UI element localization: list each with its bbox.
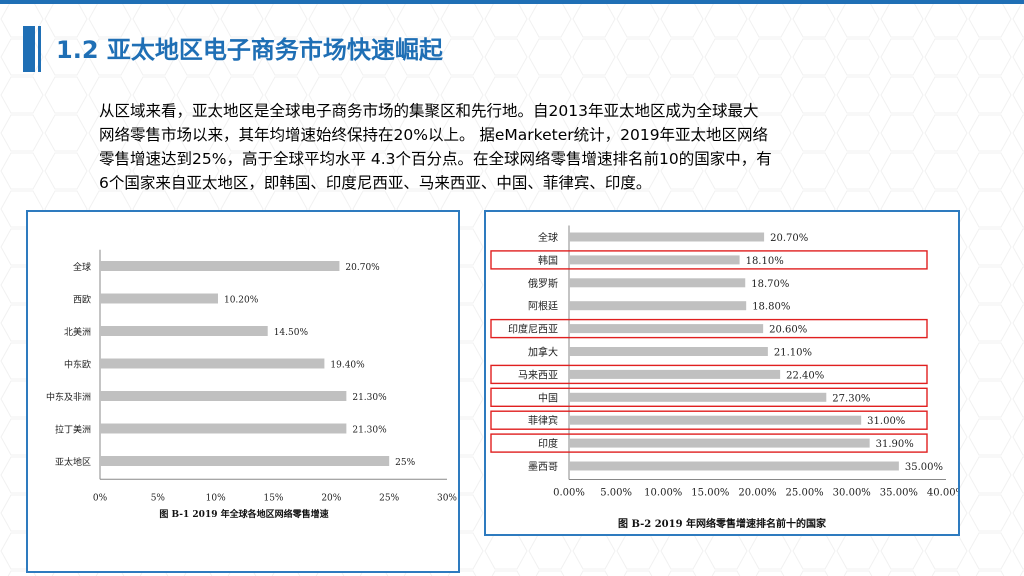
title-accent-line: [38, 26, 41, 72]
x-tick-label: 35.00%: [880, 487, 918, 498]
x-tick-label: 25.00%: [786, 487, 824, 498]
body-paragraph: 从区域来看，亚太地区是全球电子商务市场的集聚区和先行地。自2013年亚太地区成为…: [99, 99, 939, 195]
highlight-box: [490, 318, 928, 339]
x-tick-label: 0%: [93, 493, 108, 503]
paragraph-line: 6个国家来自亚太地区，即韩国、印度尼西亚、马来西亚、中国、菲律宾、印度。: [99, 174, 652, 192]
chart-panel-regions: 全球 20.70% 西欧 10.20% 北美洲 14.50% 中东欧 19.40% 中东及非洲 2…: [26, 210, 460, 573]
paragraph-line: 网络零售市场以来，其年均增速始终保持在20%以上。 据eMarketer统计，2…: [99, 126, 769, 144]
value-label: 18.10%: [746, 256, 784, 267]
category-label: 全球: [538, 231, 558, 244]
value-label: 18.80%: [752, 302, 790, 313]
category-label: 加拿大: [528, 346, 558, 359]
x-tick-label: 25%: [379, 493, 399, 503]
x-tick-label: 40.00%: [927, 487, 958, 498]
highlight-box: [490, 364, 928, 385]
chart-countries: 全球 20.70% 韩国 18.10% 俄罗斯 18.70% 阿根廷 18.80% 印度尼西亚 2…: [490, 225, 965, 530]
highlight-box: [490, 387, 928, 408]
value-label: 18.70%: [751, 279, 789, 290]
chart-title: 图 B-2 2019 年网络零售增速排名前十的国家: [618, 517, 827, 530]
value-label: 35.00%: [905, 462, 943, 473]
category-label: 马来西亚: [518, 369, 558, 381]
category-label: 印度尼西亚: [508, 323, 558, 336]
x-tick-label: 20.00%: [738, 487, 776, 498]
bar: [569, 278, 746, 288]
bar: [100, 423, 347, 434]
category-label: 俄罗斯: [528, 277, 558, 290]
category-label: 韩国: [538, 254, 558, 267]
category-label: 亚太地区: [55, 456, 91, 468]
paragraph-line: 零售增速达到25%，高于全球平均水平 4.3个百分点。在全球网络零售增速排名前1…: [99, 150, 772, 168]
page-title: 1.2 亚太地区电子商务市场快速崛起: [56, 36, 443, 64]
title-accent-block: [23, 26, 35, 72]
chart-title: 图 B-1 2019 年全球各地区网络零售增速: [159, 508, 328, 520]
value-label: 21.30%: [352, 393, 387, 403]
highlight-box: [490, 250, 928, 270]
value-label: 20.60%: [769, 325, 807, 336]
category-label: 阿根廷: [528, 300, 558, 313]
bar: [100, 391, 347, 401]
value-label: 10.20%: [224, 296, 259, 306]
chart-panel-countries: 全球 20.70% 韩国 18.10% 俄罗斯 18.70% 阿根廷 18.80% 印度尼西亚 2…: [484, 210, 965, 536]
bar: [569, 392, 827, 402]
category-label: 中东及非洲: [46, 391, 91, 403]
bar: [569, 301, 747, 311]
bar: [569, 255, 740, 265]
category-label: 中国: [538, 391, 558, 404]
x-tick-label: 30.00%: [833, 487, 871, 498]
category-label: 墨西哥: [528, 461, 558, 473]
value-label: 20.70%: [345, 263, 380, 273]
value-label: 31.00%: [867, 416, 905, 427]
value-label: 20.70%: [770, 233, 808, 244]
x-tick-label: 10.00%: [644, 487, 682, 498]
x-tick-label: 15.00%: [691, 487, 729, 498]
value-label: 19.40%: [330, 361, 365, 371]
bar: [569, 347, 768, 356]
bar: [569, 415, 862, 425]
x-tick-label: 30%: [437, 493, 457, 503]
bar: [569, 438, 870, 448]
value-label: 14.50%: [274, 328, 309, 338]
top-accent-bar: [0, 0, 1024, 4]
value-label: 27.30%: [832, 393, 870, 404]
value-label: 25%: [395, 458, 415, 468]
category-label: 西欧: [73, 294, 91, 306]
value-label: 21.30%: [352, 426, 387, 436]
bar: [100, 456, 390, 466]
category-label: 北美洲: [64, 326, 91, 338]
x-tick-label: 10%: [206, 493, 226, 503]
category-label: 中东欧: [64, 359, 91, 371]
highlight-box: [490, 433, 928, 453]
bar: [100, 261, 340, 271]
category-label: 菲律宾: [528, 414, 558, 427]
bar: [569, 232, 765, 242]
bar: [569, 461, 899, 471]
bar: [100, 326, 268, 336]
x-tick-label: 20%: [321, 493, 341, 503]
x-tick-label: 5.00%: [600, 487, 632, 498]
value-label: 21.10%: [774, 348, 812, 359]
category-label: 印度: [538, 437, 558, 450]
x-tick-label: 5%: [151, 493, 166, 503]
category-label: 拉丁美洲: [55, 424, 91, 436]
bar: [100, 358, 325, 369]
bar: [569, 369, 781, 379]
bar: [569, 324, 764, 334]
highlight-box: [490, 410, 928, 430]
x-tick-label: 15%: [263, 493, 283, 503]
paragraph-line: 从区域来看，亚太地区是全球电子商务市场的集聚区和先行地。自2013年亚太地区成为…: [99, 102, 759, 120]
bar: [100, 293, 218, 304]
chart-regions: 全球 20.70% 西欧 10.20% 北美洲 14.50% 中东欧 19.40% 中东及非洲 2…: [46, 249, 457, 520]
value-label: 31.90%: [876, 439, 914, 450]
category-label: 全球: [73, 261, 91, 273]
x-tick-label: 0.00%: [553, 487, 585, 498]
value-label: 22.40%: [786, 370, 824, 381]
